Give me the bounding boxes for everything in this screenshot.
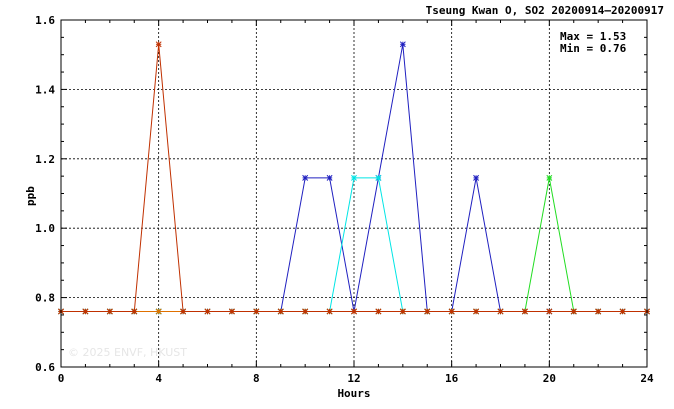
data-point [375, 308, 382, 315]
y-tick-label: 1.6 [35, 14, 55, 27]
data-point [180, 308, 187, 315]
data-point [155, 41, 162, 48]
data-point [277, 308, 284, 315]
x-tick-label: 12 [347, 372, 360, 385]
series [58, 41, 650, 315]
data-point [302, 308, 309, 315]
data-point [351, 308, 357, 315]
max-stat: Max = 1.53 [560, 30, 626, 43]
data-point [473, 308, 480, 315]
y-tick-label: 0.8 [35, 292, 55, 305]
data-point [326, 308, 333, 315]
chart-title: Tseung Kwan O, SO2 20200914–20200917 [426, 4, 664, 17]
min-stat: Min = 0.76 [560, 42, 627, 55]
x-axis: 0 4 8 12 16 20 24 [58, 20, 654, 385]
data-point [302, 174, 309, 181]
x-tick-label: 0 [58, 372, 65, 385]
x-tick-label: 24 [640, 372, 654, 385]
data-point [106, 308, 113, 315]
data-point [497, 308, 504, 315]
y-axis-label: ppb [24, 186, 37, 206]
data-point [326, 174, 333, 181]
y-axis: 0.6 0.8 1.0 1.2 1.4 1.6 [35, 14, 647, 374]
data-point [253, 308, 260, 315]
x-axis-label: Hours [337, 387, 370, 400]
data-point [619, 308, 626, 315]
data-point [351, 174, 357, 181]
y-tick-label: 1.2 [35, 153, 55, 166]
data-point [204, 308, 211, 315]
data-point [82, 308, 89, 315]
data-point [399, 308, 406, 315]
data-point [448, 308, 455, 315]
y-tick-label: 1.0 [35, 222, 55, 235]
watermark: © 2025 ENVF, HKUST [68, 346, 187, 359]
data-point [375, 174, 382, 181]
grid-lines [61, 20, 647, 367]
data-point [399, 41, 406, 48]
data-point [546, 308, 553, 315]
data-point [228, 308, 235, 315]
y-tick-label: 1.4 [35, 83, 55, 96]
x-tick-label: 8 [253, 372, 260, 385]
data-point [521, 308, 528, 315]
data-point [131, 308, 138, 315]
data-point [424, 308, 431, 315]
data-point [155, 308, 162, 315]
x-tick-label: 4 [155, 372, 162, 385]
data-point [570, 308, 577, 315]
data-point [546, 174, 553, 181]
x-tick-label: 16 [445, 372, 459, 385]
y-tick-label: 0.6 [35, 361, 55, 374]
data-point [595, 308, 602, 315]
data-point [473, 174, 480, 181]
series-layer [58, 41, 650, 315]
x-tick-label: 20 [543, 372, 556, 385]
